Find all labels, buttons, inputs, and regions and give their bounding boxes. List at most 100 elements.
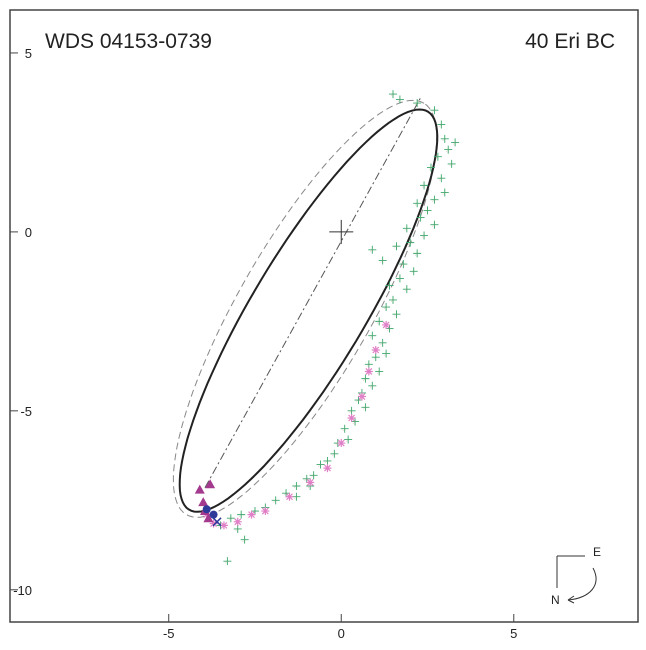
residual-line xyxy=(446,149,449,152)
residual-line xyxy=(394,314,397,317)
line-of-nodes xyxy=(204,97,422,489)
y-tick-label: -5 xyxy=(20,404,32,419)
data-point-plus xyxy=(223,557,232,566)
data-point-plus xyxy=(399,260,408,269)
residual-line xyxy=(239,514,242,517)
residual-line xyxy=(349,410,352,414)
data-point-plus xyxy=(440,188,449,197)
tick-layer: -5 0 5 5 0 -5 -10 xyxy=(10,46,517,641)
y-tick-label: 0 xyxy=(25,225,32,240)
residual-line xyxy=(452,142,456,145)
residual-line xyxy=(442,138,445,142)
residual-line xyxy=(383,353,387,356)
residual-line xyxy=(363,378,366,381)
residual-line xyxy=(373,356,376,360)
residual-line xyxy=(242,539,245,542)
residual-line xyxy=(318,464,321,467)
data-point-star xyxy=(209,519,218,528)
residual-line xyxy=(394,246,397,249)
residual-line xyxy=(439,178,442,181)
data-point-plus xyxy=(444,145,453,154)
residual-line xyxy=(404,288,407,292)
data-point-triangle xyxy=(203,513,214,523)
x-tick-label: 0 xyxy=(338,626,345,641)
data-point-cross xyxy=(212,517,222,527)
residual-line xyxy=(404,228,407,231)
residual-line xyxy=(432,199,435,202)
data-point-plus xyxy=(420,181,429,190)
orbit-ellipse xyxy=(178,108,439,513)
residual-line xyxy=(377,371,380,374)
data-point-plus xyxy=(451,138,460,147)
data-point-plus xyxy=(361,403,370,412)
y-tick-label: 5 xyxy=(25,46,32,61)
residual-line xyxy=(390,93,394,97)
data-point-plus xyxy=(233,524,242,533)
data-point-plus xyxy=(292,492,301,501)
residual-line xyxy=(425,210,428,213)
residual-line xyxy=(442,192,445,195)
data-point-plus xyxy=(292,482,301,490)
residual-line xyxy=(304,478,307,482)
chart-title-left: WDS 04153-0739 xyxy=(45,30,212,53)
residual-line xyxy=(408,242,411,245)
residual-line xyxy=(377,321,380,324)
residual-line xyxy=(294,496,297,499)
residual-line xyxy=(397,99,401,102)
residual-line xyxy=(428,167,432,170)
residual-line xyxy=(345,439,349,442)
data-point-plus xyxy=(413,199,422,208)
data-point-star xyxy=(247,510,256,519)
residual-line xyxy=(387,328,390,331)
data-point-plus xyxy=(430,195,439,204)
data-point-plus xyxy=(368,381,377,390)
y-tick-label: -10 xyxy=(13,583,32,598)
residual-line xyxy=(411,271,414,274)
compass-east-label: E xyxy=(593,545,601,559)
residual-line xyxy=(311,475,314,478)
data-point-star xyxy=(364,367,373,376)
residual-line xyxy=(380,342,383,346)
data-point-plus xyxy=(413,249,422,258)
data-point-star xyxy=(357,392,366,401)
residual-line xyxy=(397,278,401,281)
residual-line xyxy=(332,453,335,456)
data-point-star xyxy=(261,507,270,516)
previous-orbit-ellipse xyxy=(172,99,438,518)
residual-line xyxy=(439,124,442,127)
residual-line xyxy=(432,224,435,227)
data-point-plus xyxy=(375,317,384,326)
data-point-star xyxy=(233,517,242,526)
residual-line xyxy=(325,460,328,464)
residual-line xyxy=(225,560,228,564)
residual-line xyxy=(387,285,390,288)
residual-line xyxy=(414,102,418,106)
x-tick-label: -5 xyxy=(163,626,175,641)
orbits-layer xyxy=(172,97,439,518)
residual-line xyxy=(390,299,394,303)
data-point-star xyxy=(285,492,294,501)
data-point-plus xyxy=(361,374,370,383)
residual-line xyxy=(414,253,418,256)
compass: E N xyxy=(551,545,601,607)
residual-line xyxy=(228,518,232,521)
data-point-plus xyxy=(437,120,446,129)
primary-star-marker xyxy=(329,219,354,244)
residual-line xyxy=(356,399,359,403)
data-point-triangle xyxy=(205,479,216,489)
residual-line xyxy=(273,500,276,503)
residual-line xyxy=(370,385,373,388)
compass-north-label: N xyxy=(551,593,560,607)
data-point-triangle xyxy=(198,497,209,507)
residual-line xyxy=(283,492,287,496)
data-point-circle xyxy=(202,505,211,514)
data-point-star xyxy=(337,439,346,448)
residual-line xyxy=(380,260,383,263)
residual-line xyxy=(435,156,439,159)
residual-line xyxy=(363,407,366,410)
residual-line xyxy=(370,335,373,338)
residual-line xyxy=(366,364,370,367)
residual-line xyxy=(449,163,452,167)
residual-line xyxy=(418,217,421,220)
